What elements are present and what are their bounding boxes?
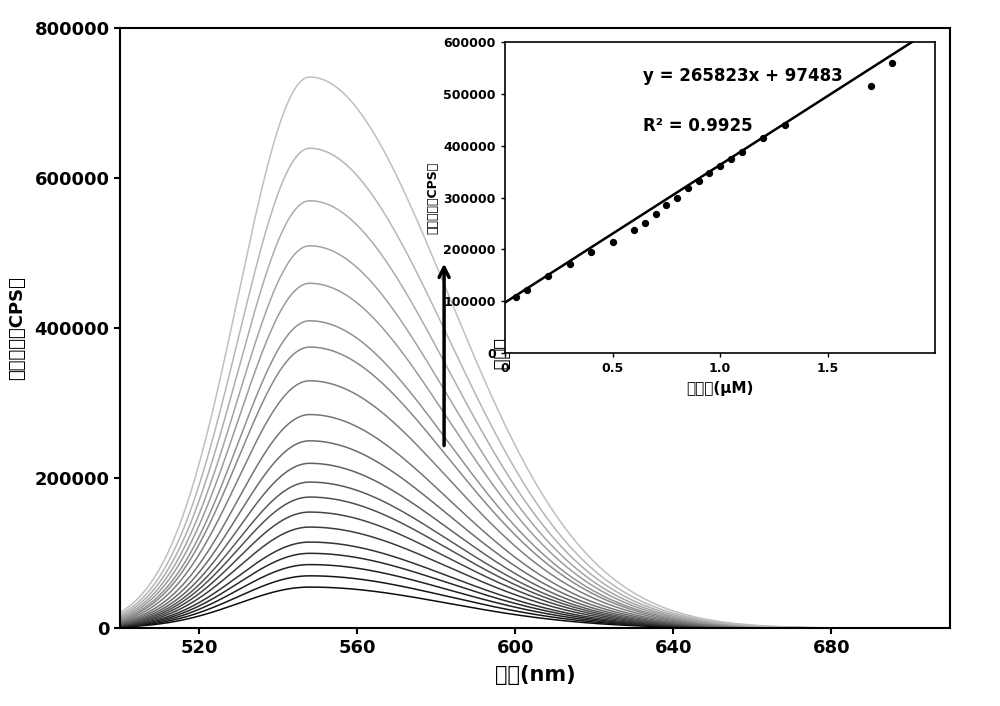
Text: 铜葵子: 铜葵子 xyxy=(492,338,510,371)
Point xyxy=(723,153,739,164)
Point xyxy=(712,160,728,172)
Point xyxy=(540,270,556,282)
Point xyxy=(648,208,664,220)
Point xyxy=(776,119,792,131)
Point xyxy=(701,167,717,179)
X-axis label: 铜葵子(μM): 铜葵子(μM) xyxy=(686,381,754,395)
Point xyxy=(755,133,771,144)
Point xyxy=(669,192,685,203)
Y-axis label: 荧光强度（CPS）: 荧光强度（CPS） xyxy=(426,162,439,234)
Text: y = 265823x + 97483: y = 265823x + 97483 xyxy=(643,67,842,85)
Text: R² = 0.9925: R² = 0.9925 xyxy=(643,117,752,135)
Point xyxy=(862,80,879,92)
X-axis label: 波长(nm): 波长(nm) xyxy=(495,665,575,685)
Point xyxy=(637,217,653,228)
Point xyxy=(734,146,750,157)
Point xyxy=(884,57,900,68)
Point xyxy=(604,236,620,247)
Point xyxy=(508,292,524,303)
Point xyxy=(626,224,642,235)
Point xyxy=(583,246,599,258)
Point xyxy=(518,285,534,296)
Point xyxy=(658,200,674,211)
Y-axis label: 荧光强度（CPS）: 荧光强度（CPS） xyxy=(8,276,26,381)
Point xyxy=(680,183,696,194)
Point xyxy=(690,176,706,187)
Point xyxy=(562,258,578,270)
